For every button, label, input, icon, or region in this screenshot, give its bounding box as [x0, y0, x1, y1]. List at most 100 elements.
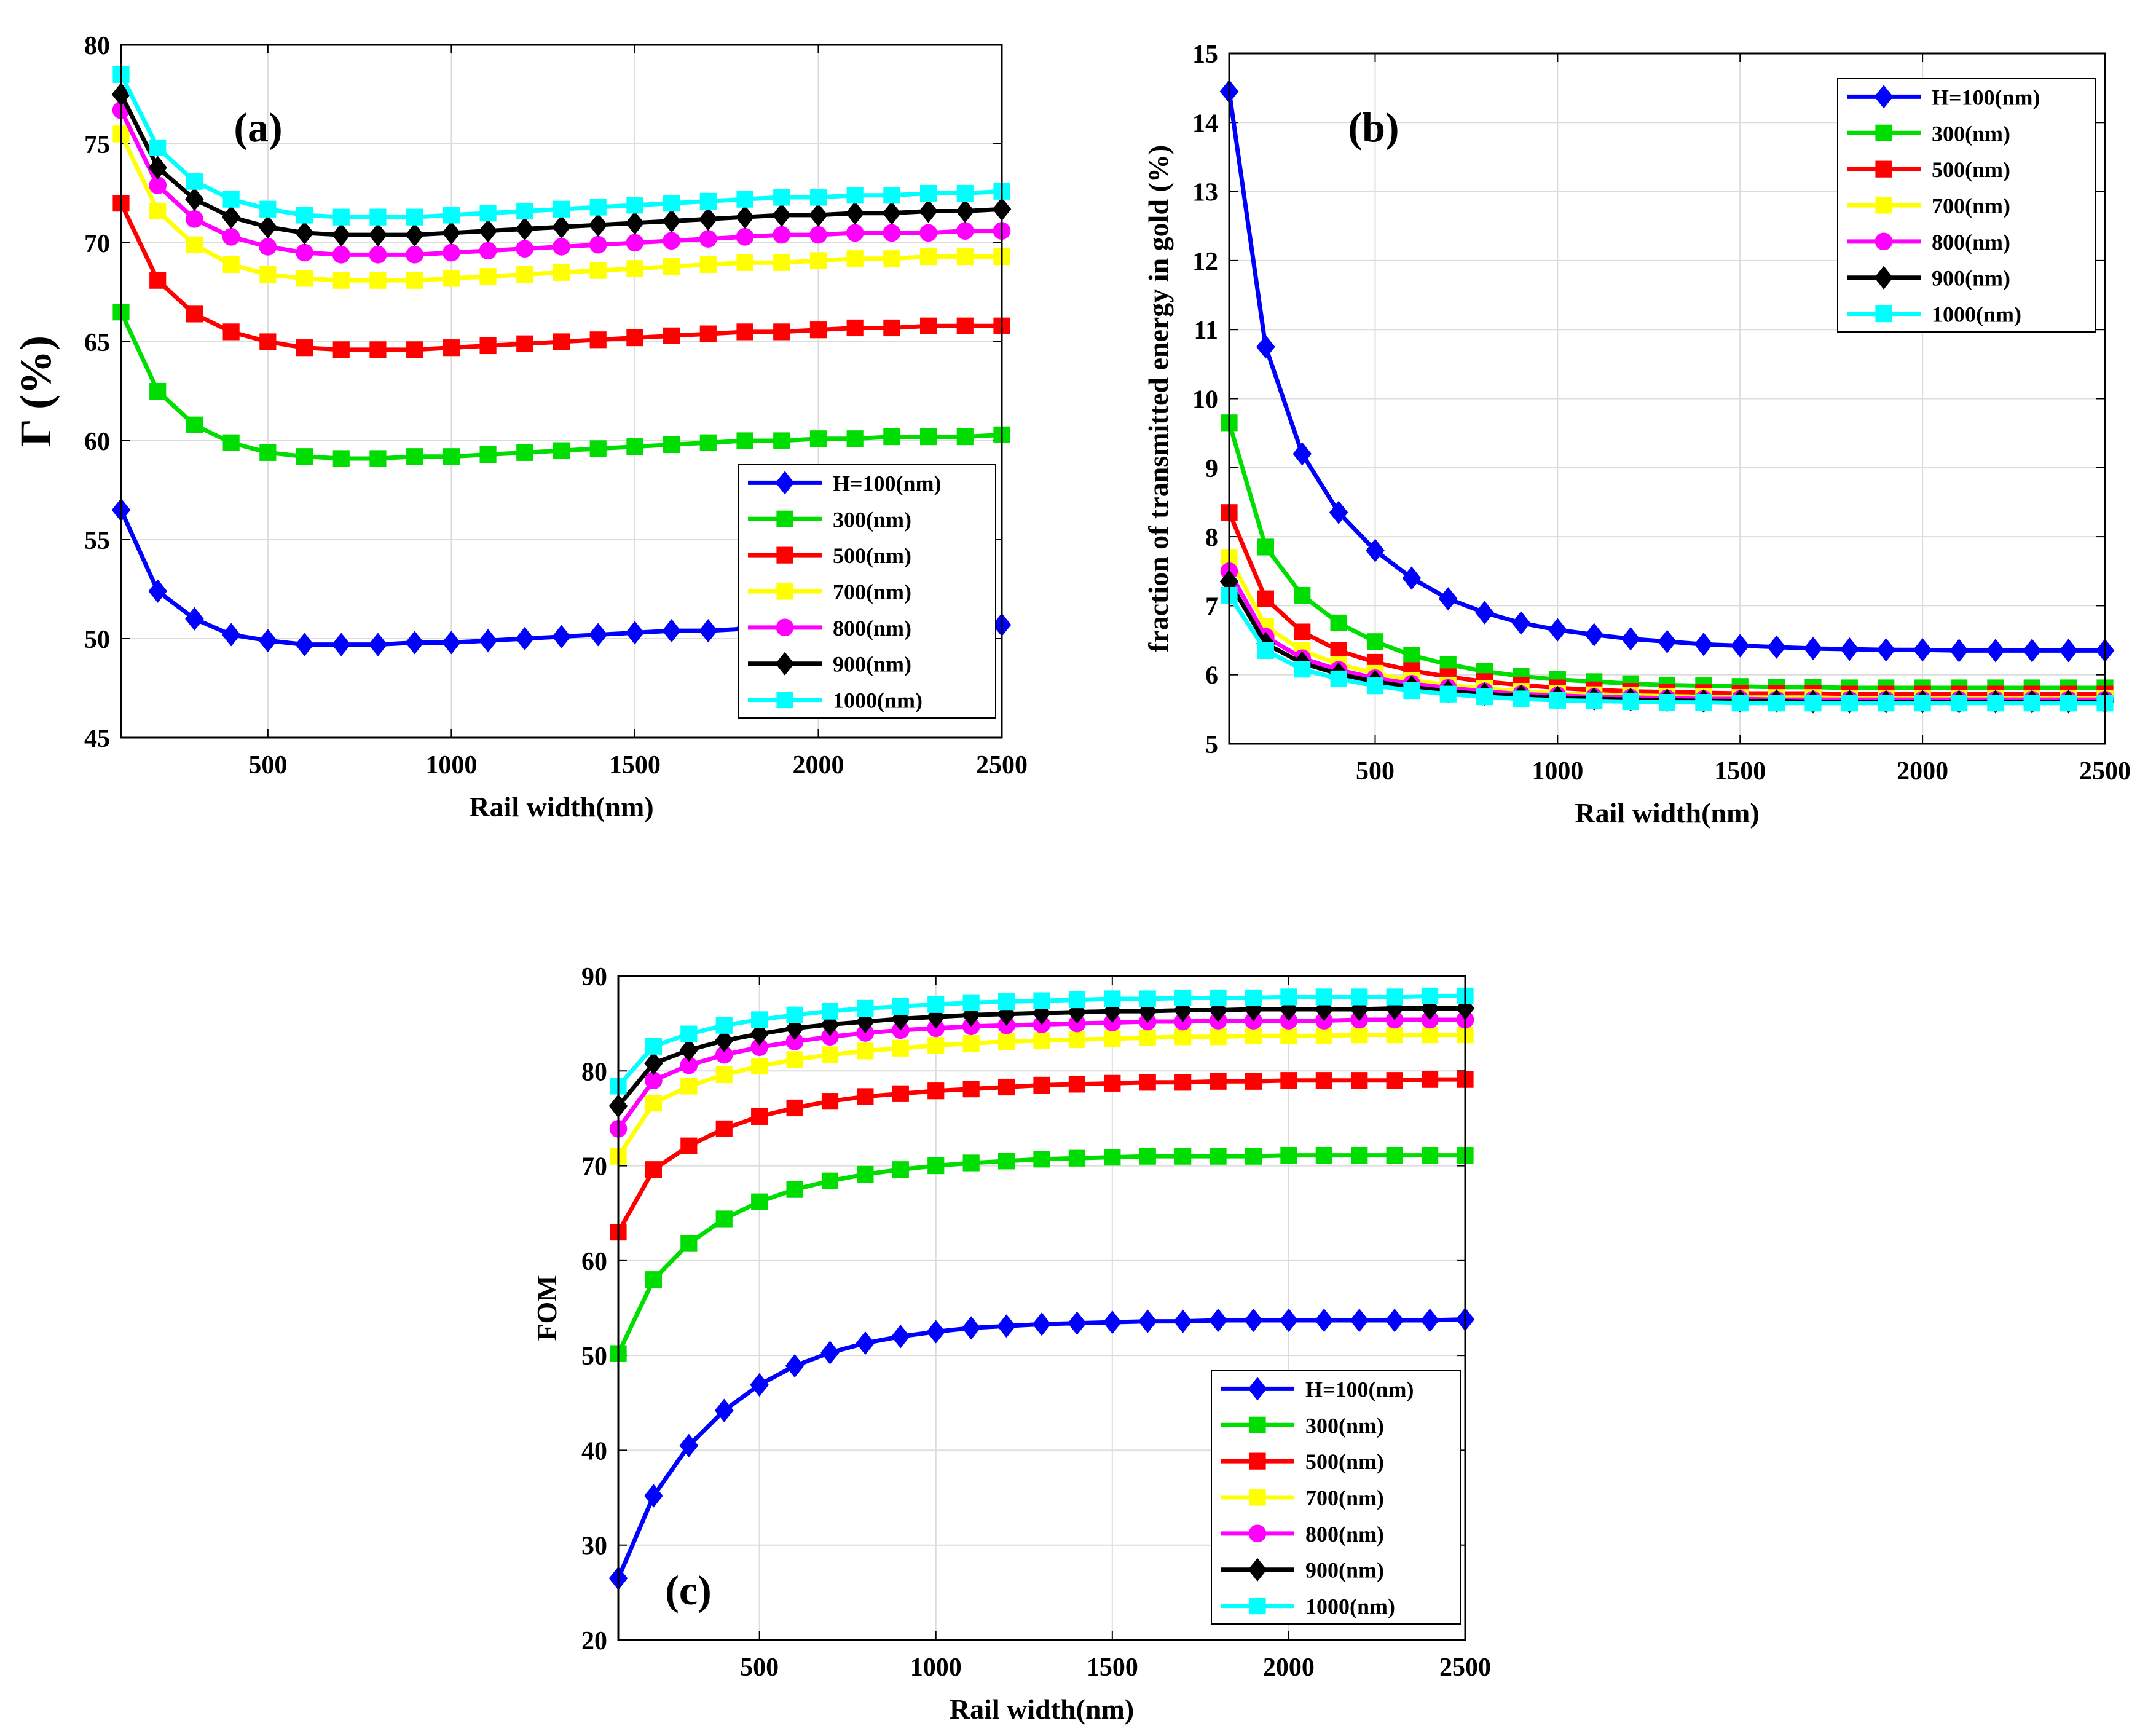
data-point	[1315, 988, 1332, 1006]
series-5	[111, 82, 1012, 247]
series-0	[1219, 79, 2115, 663]
data-point	[222, 228, 240, 246]
data-point	[809, 252, 827, 269]
data-point	[1033, 1032, 1050, 1049]
data-point	[820, 1341, 840, 1365]
data-point	[443, 270, 460, 287]
y-tick-label: 60	[84, 428, 110, 456]
data-point	[821, 1093, 839, 1110]
y-axis-label: FOM	[531, 1275, 562, 1341]
legend-label: 800(nm)	[833, 616, 911, 640]
data-point	[478, 629, 498, 653]
data-point	[1658, 629, 1677, 653]
data-point	[1210, 989, 1227, 1007]
legend-marker	[1875, 197, 1892, 214]
data-point	[892, 1039, 909, 1057]
legend: H=100(nm) 300(nm) 500(nm) 700(nm) 800(nm) 900…	[1837, 78, 2096, 333]
data-point	[846, 224, 864, 242]
data-point	[1366, 677, 1384, 695]
data-point	[1245, 1027, 1262, 1044]
data-point	[1366, 538, 1385, 562]
data-point	[1803, 636, 1823, 661]
data-point	[1949, 639, 1969, 663]
data-point	[1351, 1027, 1368, 1044]
y-tick-label: 11	[1194, 317, 1218, 345]
data-point	[589, 199, 607, 216]
data-point	[1139, 1074, 1156, 1091]
data-point	[715, 1066, 733, 1084]
axes-frame	[1228, 52, 2106, 745]
legend-label: H=100(nm)	[1305, 1377, 1414, 1401]
data-point	[1210, 1073, 1227, 1090]
data-point	[714, 1398, 734, 1422]
data-point	[1068, 1031, 1086, 1048]
data-point	[1351, 1072, 1368, 1089]
data-point	[221, 623, 241, 647]
data-point	[645, 1161, 663, 1178]
data-point	[1103, 1310, 1122, 1334]
data-point	[405, 223, 424, 247]
data-point	[736, 323, 753, 341]
legend-label: 1000(nm)	[833, 688, 923, 713]
data-point	[589, 440, 607, 457]
data-point	[1210, 1028, 1227, 1046]
data-point	[1104, 1030, 1121, 1047]
data-point	[1245, 1073, 1262, 1090]
data-point	[1366, 633, 1384, 650]
data-point	[1768, 695, 1785, 712]
legend-label: 300(nm)	[833, 507, 911, 532]
legend-marker	[1875, 124, 1892, 141]
x-tick-label: 1000	[425, 751, 477, 779]
data-point	[479, 337, 497, 355]
data-point	[626, 260, 643, 277]
data-point	[919, 184, 937, 202]
data-point	[479, 242, 497, 260]
legend-marker	[1249, 1489, 1266, 1506]
data-point	[1280, 1147, 1297, 1164]
data-point	[1386, 1027, 1403, 1044]
data-point	[714, 1028, 734, 1053]
data-point	[222, 323, 240, 341]
data-point	[478, 219, 498, 243]
data-point	[680, 1078, 698, 1095]
data-point	[662, 209, 681, 233]
data-point	[715, 1120, 733, 1138]
data-point	[1245, 1148, 1262, 1165]
data-point	[259, 238, 277, 256]
legend-label: 800(nm)	[1305, 1522, 1384, 1547]
data-point	[962, 1034, 980, 1052]
data-point	[516, 240, 534, 258]
data-point	[1280, 988, 1297, 1006]
chart-c: 500 1000 1500 2000 2500 20 30 40 50 60 70 80 90 Rail …	[531, 963, 1491, 1725]
data-point	[663, 258, 680, 275]
data-point	[406, 448, 423, 465]
data-point	[773, 226, 791, 244]
x-tick-label: 2000	[1263, 1653, 1315, 1682]
data-point	[786, 1099, 803, 1117]
data-point	[516, 335, 533, 352]
data-point	[589, 331, 607, 349]
data-point	[1421, 1027, 1439, 1044]
data-point	[1511, 611, 1531, 635]
data-point	[186, 236, 203, 253]
data-point	[883, 250, 900, 267]
data-point	[786, 1051, 803, 1068]
data-point	[997, 1153, 1015, 1170]
data-point	[962, 1154, 980, 1172]
data-point	[962, 994, 980, 1011]
chart-a: 500 1000 1500 2000 2500 45 50 55 60 65 70 75 80 Rail …	[11, 32, 1028, 822]
legend: H=100(nm) 300(nm) 500(nm) 700(nm) 800(nm) 900…	[1211, 1370, 1461, 1625]
data-point	[883, 428, 900, 446]
data-point	[927, 1082, 945, 1100]
data-point	[516, 266, 533, 283]
data-point	[773, 432, 790, 449]
series-2	[610, 1071, 1474, 1241]
legend-label: 300(nm)	[1932, 121, 2010, 146]
legend-marker	[1249, 1452, 1266, 1470]
series-6	[1221, 586, 2114, 712]
data-point	[892, 998, 909, 1015]
legend-label: 500(nm)	[833, 543, 911, 568]
data-point	[1548, 618, 1567, 642]
data-point	[369, 246, 387, 264]
data-point	[1476, 688, 1493, 706]
